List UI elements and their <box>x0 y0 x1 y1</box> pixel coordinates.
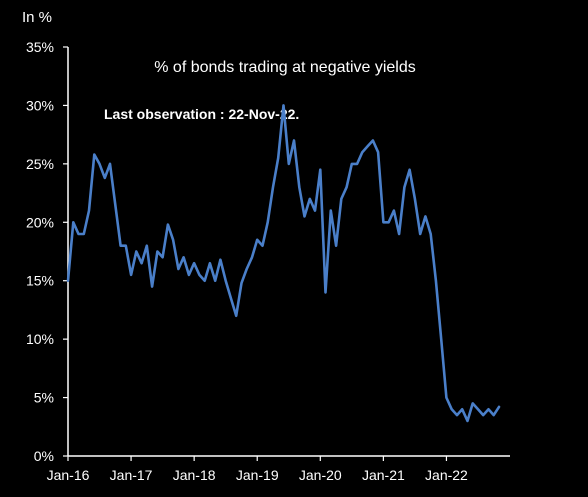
x-tick-label: Jan-20 <box>299 467 342 483</box>
y-tick-label: 15% <box>26 273 54 289</box>
y-tick-label: 35% <box>26 39 54 55</box>
y-tick-label: 10% <box>26 331 54 347</box>
y-tick-label: 25% <box>26 156 54 172</box>
x-axis-ticks: Jan-16 Jan-17 Jan-18 Jan-19 Jan-20 Jan-21 Jan-… <box>47 456 468 483</box>
y-axis-ticks: 0% 5% 10% 15% 20% 25% 30% 35% <box>26 39 68 464</box>
series-group <box>66 104 501 423</box>
y-tick-label: 30% <box>26 97 54 113</box>
x-tick-label: Jan-19 <box>236 467 279 483</box>
last-observation-note: Last observation : 22-Nov-22. <box>104 106 299 122</box>
x-tick-label: Jan-22 <box>425 467 468 483</box>
y-tick-label: 20% <box>26 214 54 230</box>
x-tick-label: Jan-21 <box>362 467 405 483</box>
y-tick-label: 0% <box>34 448 54 464</box>
x-tick-label: Jan-18 <box>173 467 216 483</box>
unit-label: In % <box>22 9 52 26</box>
y-tick-label: 5% <box>34 390 54 406</box>
series-line <box>66 104 501 423</box>
chart-title: % of bonds trading at negative yields <box>154 59 416 76</box>
x-tick-label: Jan-16 <box>47 467 90 483</box>
x-tick-label: Jan-17 <box>110 467 153 483</box>
